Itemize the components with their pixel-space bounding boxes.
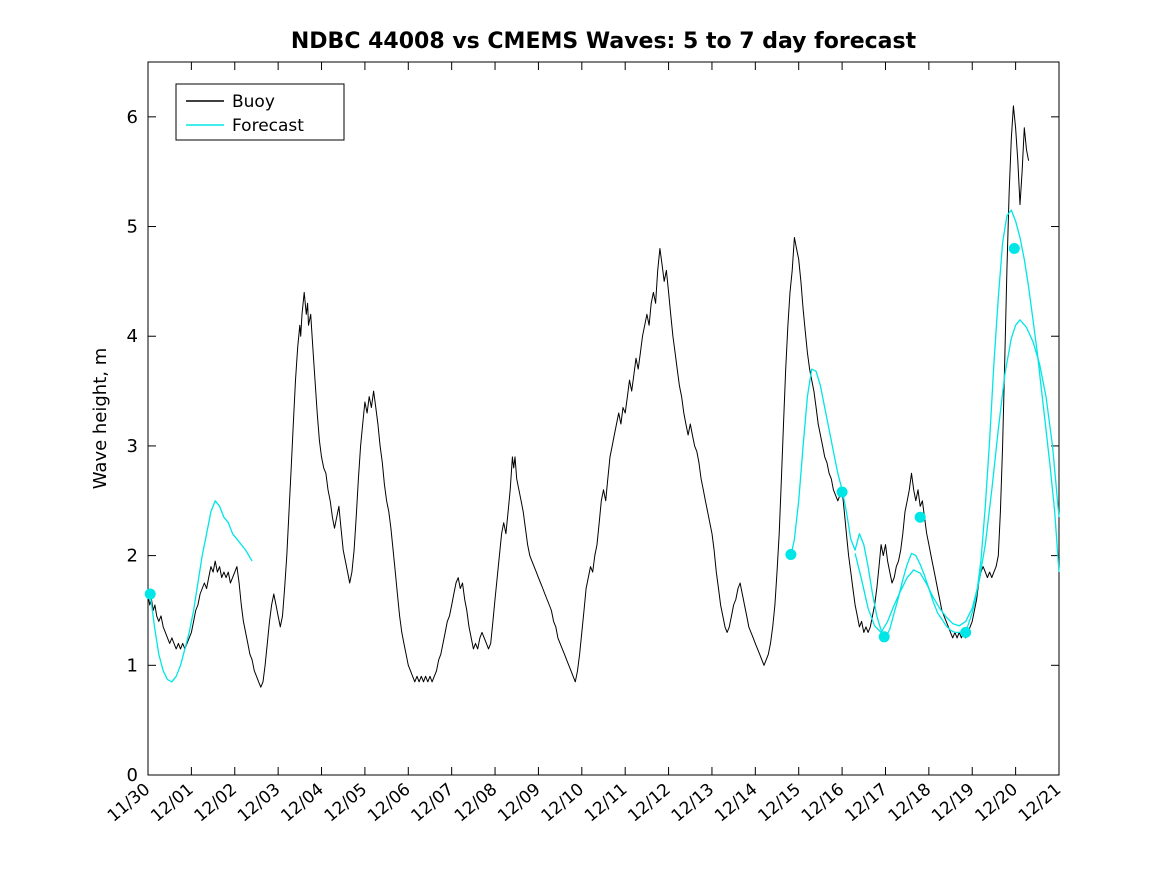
- y-axis: 0 1 2 3 4 5 6: [127, 107, 1059, 786]
- x-tick-label: 12/06: [364, 780, 414, 827]
- x-tick-label: 12/16: [798, 780, 848, 827]
- axes-box: [147, 61, 1060, 776]
- x-tick-label: 12/18: [885, 780, 935, 827]
- x-tick-label: 12/17: [841, 780, 891, 827]
- forecast-start-markers: [144, 243, 1020, 643]
- legend-label: Buoy: [232, 92, 275, 112]
- x-tick-label: 12/01: [147, 780, 197, 827]
- x-tick-label: 12/15: [755, 780, 805, 827]
- x-tick-label: 12/21: [1015, 780, 1065, 827]
- x-tick-label: 12/12: [624, 780, 674, 827]
- x-tick-label: 12/11: [581, 780, 631, 827]
- x-tick-label: 12/07: [407, 780, 457, 827]
- y-tick-label: 6: [127, 107, 138, 128]
- x-tick-label: 12/10: [538, 780, 588, 827]
- x-tick-label: 12/08: [451, 780, 501, 827]
- forecast-start-marker: [878, 631, 890, 643]
- x-axis: 11/3012/0112/0212/0312/0412/0512/0612/07…: [104, 62, 1065, 826]
- x-tick-label: 12/14: [711, 780, 761, 827]
- forecast-start-marker: [1008, 243, 1020, 254]
- y-axis-label: Wave height, m: [90, 348, 111, 489]
- legend-box: [175, 83, 345, 141]
- forecast-start-marker: [914, 511, 926, 523]
- x-tick-label: 12/05: [321, 780, 371, 827]
- forecast-run-1: [149, 500, 253, 683]
- forecast-run-3: [854, 319, 1060, 634]
- x-tick-label: 11/30: [104, 780, 154, 827]
- y-tick-label: 2: [127, 546, 138, 567]
- forecast-start-marker: [836, 486, 848, 498]
- x-tick-label: 12/02: [191, 780, 241, 827]
- x-tick-label: 12/04: [277, 780, 327, 827]
- y-tick-label: 3: [127, 436, 138, 457]
- x-tick-label: 12/09: [494, 780, 544, 827]
- buoy-line: [147, 105, 1030, 688]
- y-tick-label: 5: [127, 217, 138, 238]
- x-tick-label: 12/13: [668, 780, 718, 827]
- forecast-run-2: [790, 209, 1060, 639]
- forecast-start-marker: [144, 588, 156, 600]
- chart-title: NDBC 44008 vs CMEMS Waves: 5 to 7 day fo…: [291, 29, 917, 54]
- x-tick-label: 12/03: [234, 780, 284, 827]
- forecast-start-marker: [785, 549, 797, 560]
- forecast-start-marker: [960, 626, 972, 638]
- legend: Buoy Forecast: [175, 83, 345, 141]
- x-tick-label: 12/20: [971, 780, 1021, 827]
- y-tick-label: 0: [127, 765, 138, 786]
- series-lines: [147, 105, 1060, 688]
- y-tick-label: 1: [127, 655, 138, 676]
- legend-label: Forecast: [232, 116, 304, 136]
- y-tick-label: 4: [127, 326, 138, 347]
- x-tick-label: 12/19: [928, 780, 978, 827]
